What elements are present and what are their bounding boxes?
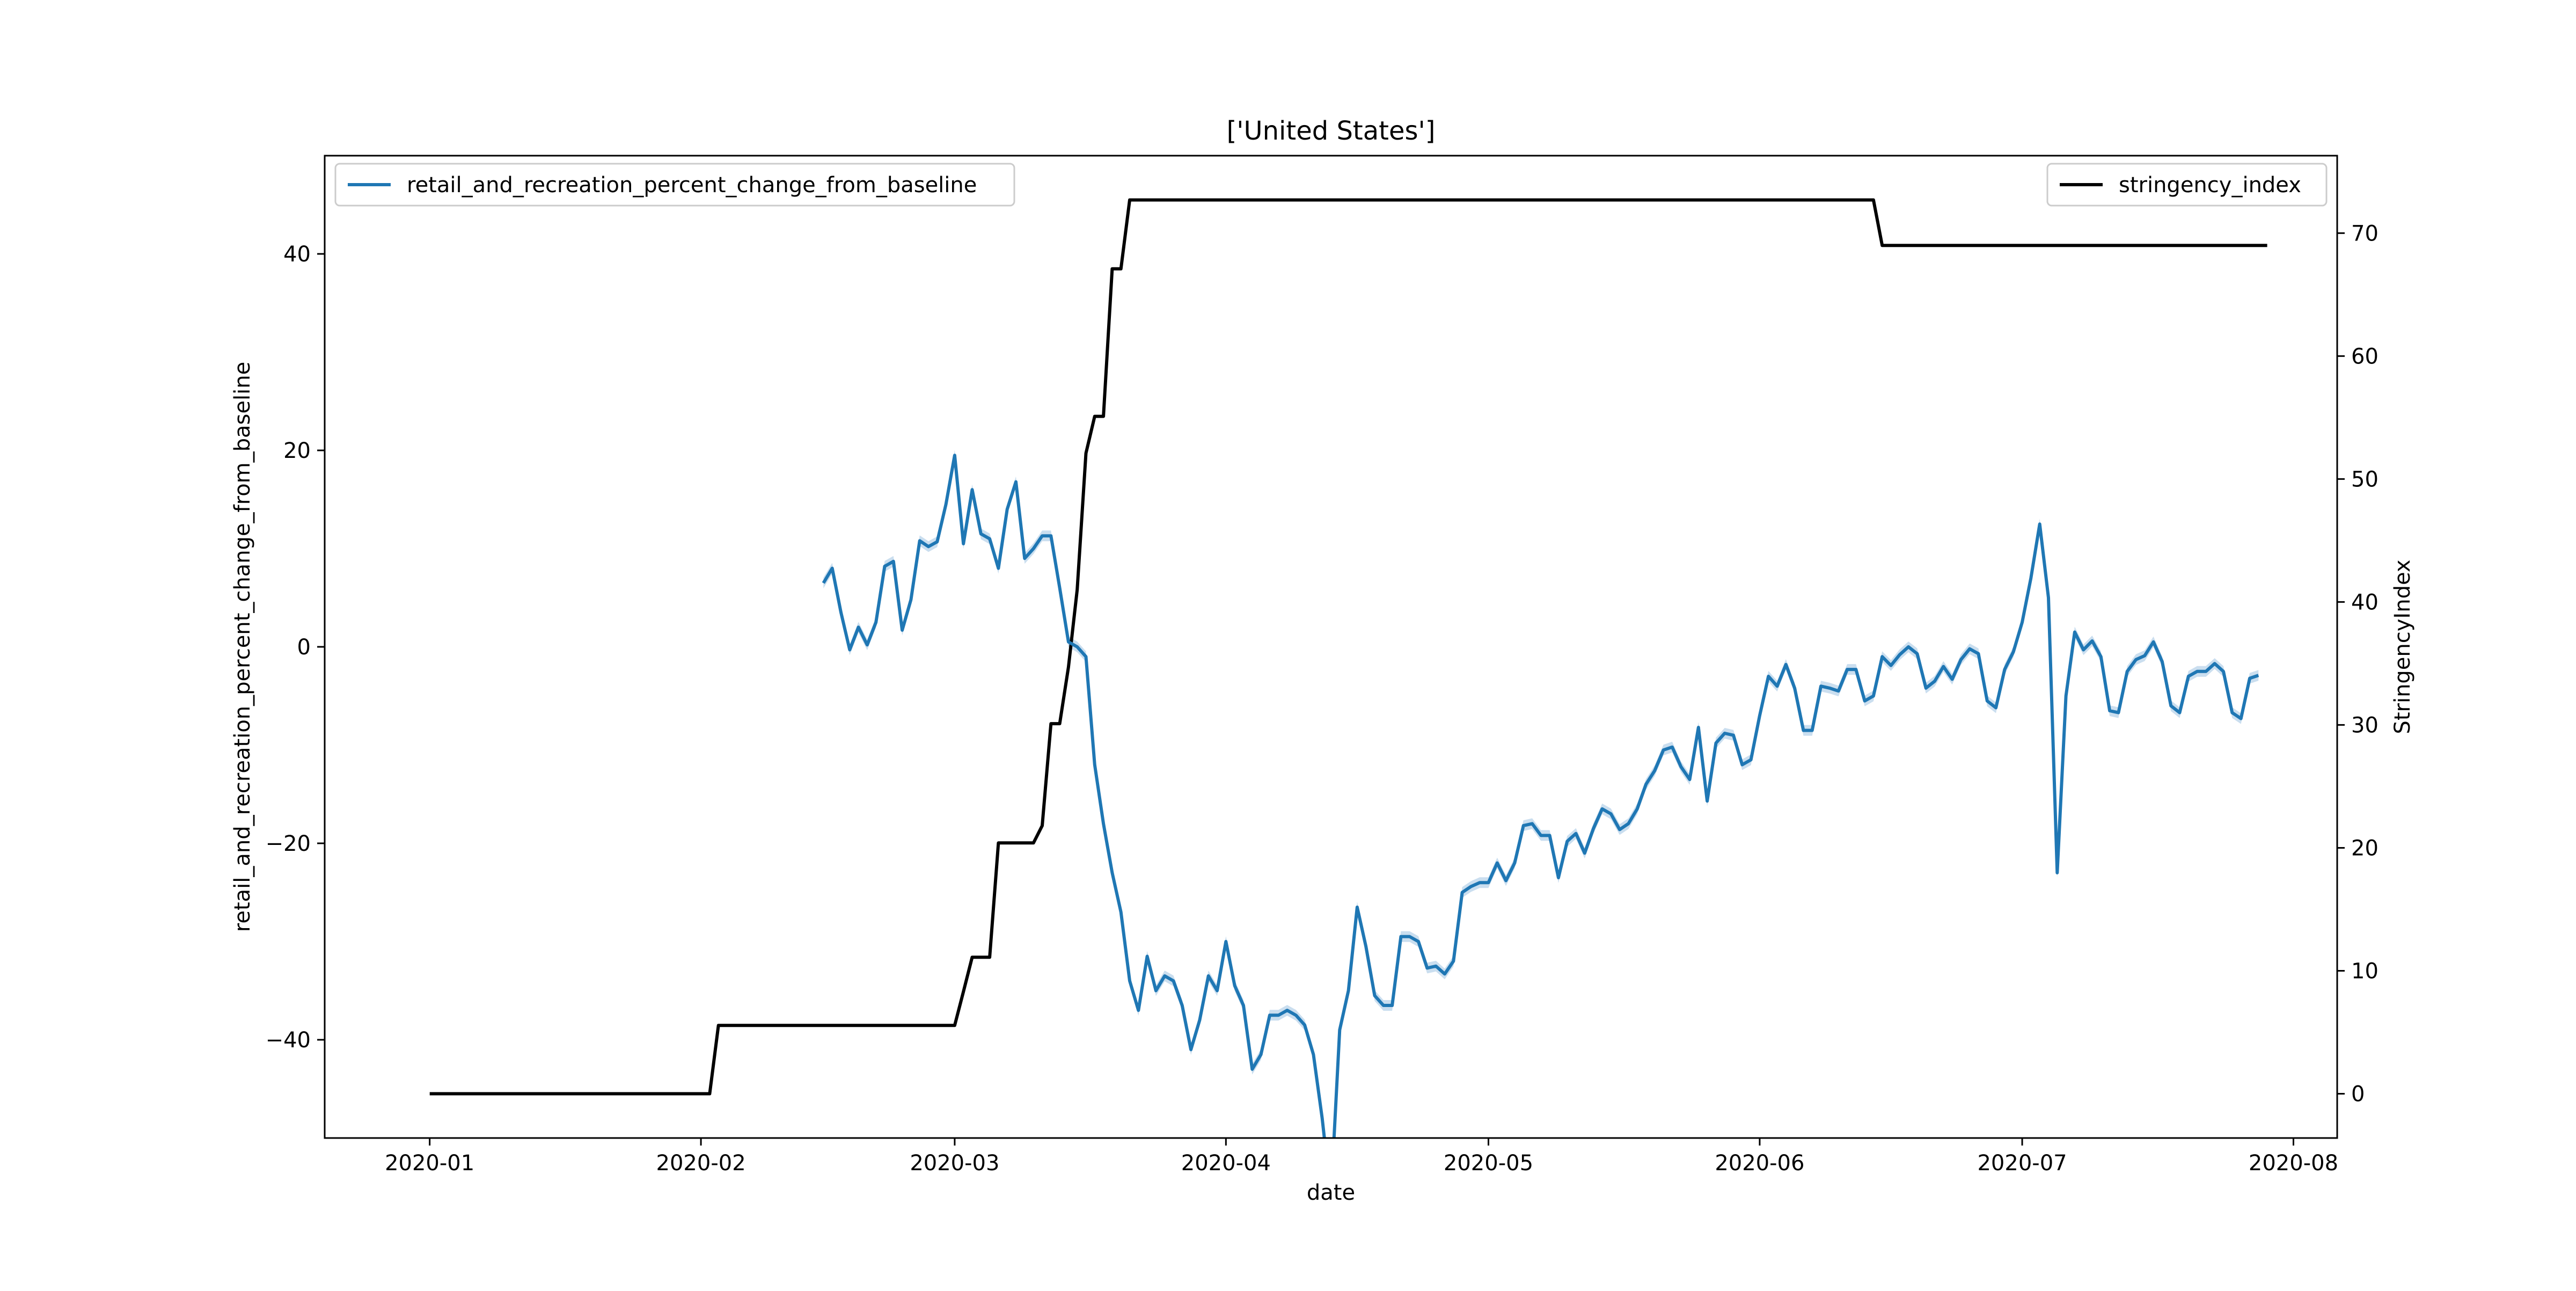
y2-tick-label: 10 [2351, 959, 2379, 984]
legend-left: retail_and_recreation_percent_change_fro… [334, 163, 1015, 207]
x-axis-label: date [1307, 1180, 1355, 1205]
y-tick-label: 40 [283, 242, 311, 267]
retail-line-layer [822, 454, 2259, 1138]
legend-right: stringency_index [2046, 163, 2328, 207]
x-tick-label: 2020-06 [1715, 1151, 1804, 1176]
legend-left-label: retail_and_recreation_percent_change_fro… [407, 173, 977, 198]
y2-tick-label: 0 [2351, 1082, 2365, 1107]
x-tick-label: 2020-01 [385, 1151, 474, 1176]
y2-tick-label: 50 [2351, 467, 2379, 492]
chart-title: ['United States'] [1227, 116, 1436, 146]
y-axis-left: −40 −20 0 20 40 [266, 242, 325, 1053]
x-tick-label: 2020-02 [656, 1151, 746, 1176]
stringency-series-line [429, 198, 2267, 1096]
x-tick-label: 2020-05 [1444, 1151, 1533, 1176]
legend-right-box [2046, 163, 2328, 207]
x-axis: 2020-01 2020-02 2020-03 2020-04 2020-05 2020-… [385, 1138, 2338, 1176]
y2-tick-label: 70 [2351, 221, 2379, 246]
retail-series-line [822, 454, 2259, 1138]
y2-tick-label: 40 [2351, 590, 2379, 615]
y-tick-label: −40 [266, 1028, 311, 1053]
y2-axis-label: StringencyIndex [2390, 559, 2415, 734]
y2-tick-label: 30 [2351, 713, 2379, 738]
stringency-line-layer [429, 198, 2267, 1096]
y2-tick-label: 20 [2351, 836, 2379, 860]
legend-right-label: stringency_index [2119, 173, 2301, 198]
y-tick-label: −20 [266, 832, 311, 856]
y-axis-right: 0 10 20 30 40 50 60 70 [2337, 221, 2379, 1107]
legend-left-box [334, 163, 1015, 207]
x-tick-label: 2020-08 [2249, 1151, 2338, 1176]
x-tick-label: 2020-04 [1181, 1151, 1271, 1176]
x-tick-label: 2020-07 [1977, 1151, 2067, 1176]
y-axis-label: retail_and_recreation_percent_change_fro… [230, 362, 255, 932]
y-tick-label: 0 [297, 635, 311, 660]
y2-tick-label: 60 [2351, 344, 2379, 369]
y-tick-label: 20 [283, 439, 311, 463]
plot-area [325, 156, 2337, 1138]
x-tick-label: 2020-03 [910, 1151, 999, 1176]
